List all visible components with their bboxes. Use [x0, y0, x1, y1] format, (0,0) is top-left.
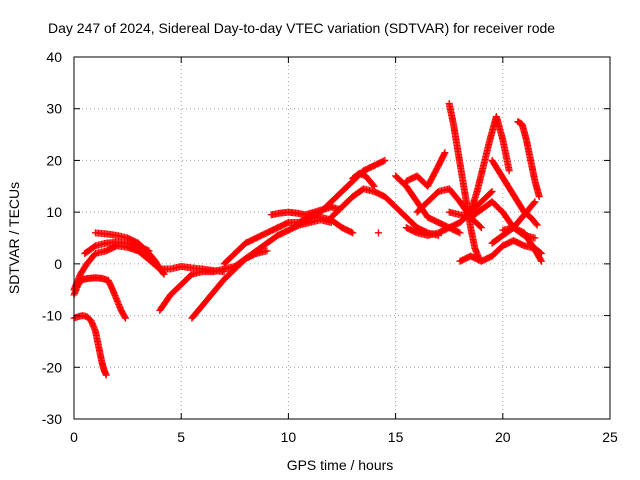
x-tick-label: 20 [495, 429, 511, 445]
data-point [121, 313, 129, 321]
data-point [505, 167, 513, 175]
data-point [532, 220, 540, 228]
data-point [349, 229, 357, 237]
series-arc-11 [327, 185, 442, 239]
series-arc-10 [295, 156, 389, 226]
data-point [537, 256, 545, 264]
y-tick-label: 10 [46, 204, 62, 220]
data-point [160, 270, 168, 278]
series-arc-22 [514, 118, 543, 201]
x-tick-label: 25 [602, 429, 618, 445]
data-point [370, 182, 378, 190]
data-point [263, 247, 271, 255]
series-arc-1 [70, 312, 110, 379]
data-point [381, 156, 389, 164]
series-arc-5 [81, 238, 153, 258]
series-arc-23 [488, 156, 541, 229]
data-point [533, 221, 541, 229]
ticks-layer: 0 5 10 15 20 25 -30 -20 -10 0 10 20 30 40 [42, 49, 618, 445]
data-point [369, 181, 377, 189]
y-tick-label: 20 [46, 152, 62, 168]
series-arc-25 [374, 229, 382, 237]
x-tick-label: 15 [388, 429, 404, 445]
data-point [102, 371, 110, 379]
x-tick-label: 5 [177, 429, 185, 445]
y-tick-label: 0 [54, 256, 62, 272]
series-arc-19 [467, 112, 513, 216]
data-point [477, 224, 485, 232]
data-point [537, 257, 545, 265]
data-point [535, 193, 543, 201]
y-tick-label: -30 [42, 411, 62, 427]
series-arc-12 [349, 169, 378, 190]
data-point [145, 247, 153, 255]
marks-layer [70, 100, 545, 379]
y-axis-title: SDTVAR / TECUs [6, 182, 22, 294]
series-arc-24 [488, 198, 539, 247]
y-tick-label: -10 [42, 308, 62, 324]
data-point [531, 198, 539, 206]
series-arc-13 [392, 172, 464, 237]
x-axis-title: GPS time / hours [287, 457, 394, 473]
data-point [456, 229, 464, 237]
data-point [159, 269, 167, 277]
data-point [374, 229, 382, 237]
data-point [441, 149, 449, 157]
series-arc-14 [402, 149, 449, 190]
series-arc-6 [156, 247, 271, 314]
data-point [476, 223, 484, 231]
x-tick-label: 10 [281, 429, 297, 445]
y-tick-label: 30 [46, 101, 62, 117]
data-point [531, 234, 539, 242]
data-point [488, 187, 496, 195]
y-tick-label: 40 [46, 49, 62, 65]
x-tick-label: 0 [70, 429, 78, 445]
chart-title: Day 247 of 2024, Sidereal Day-to-day VTE… [48, 20, 555, 36]
data-point [530, 199, 538, 207]
y-tick-label: -20 [42, 359, 62, 375]
data-point [487, 188, 495, 196]
data-point [121, 314, 129, 322]
series-arc-16 [402, 187, 496, 239]
plot-frame [73, 56, 611, 420]
